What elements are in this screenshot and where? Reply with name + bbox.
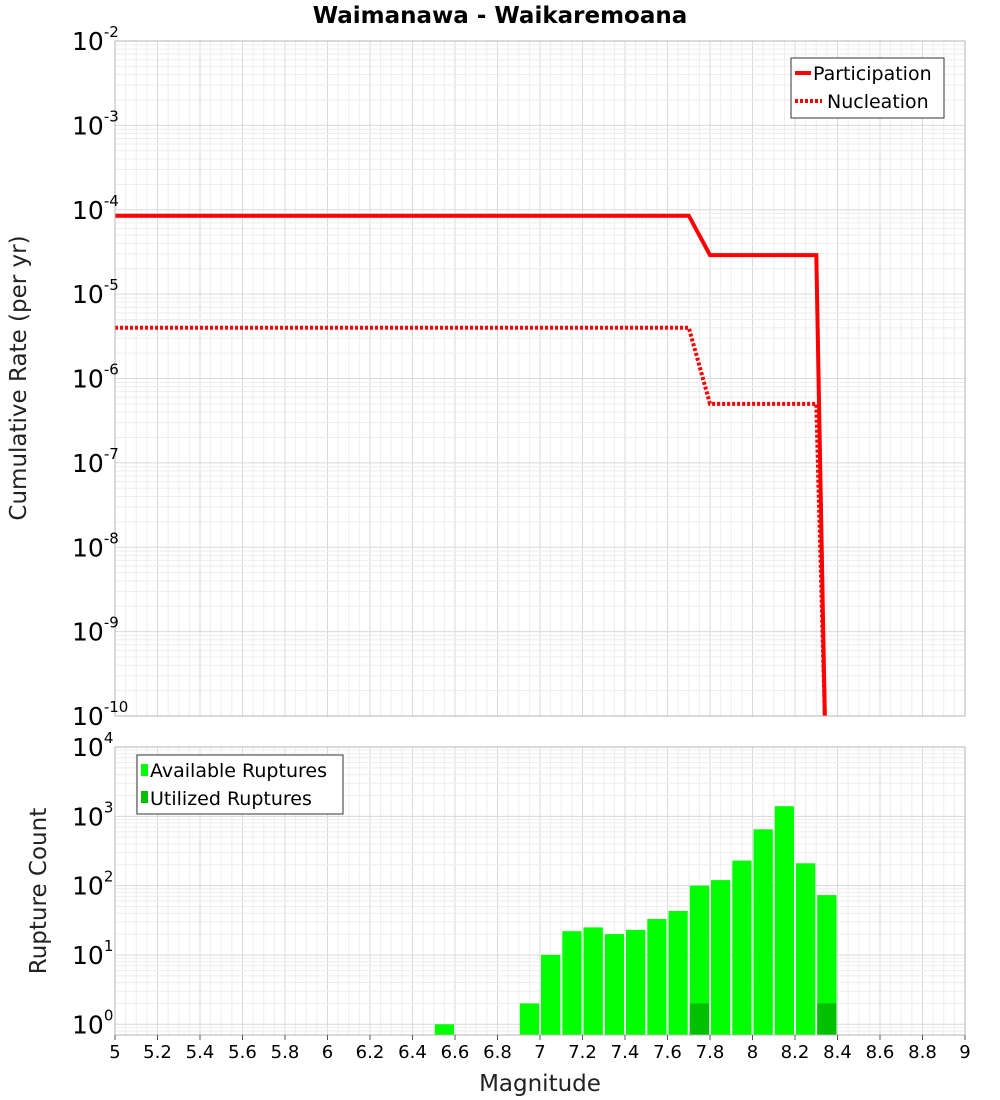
legend-available-swatch: [141, 764, 148, 776]
available-rupture-bar: [753, 829, 773, 1035]
x-tick-label: 5.8: [271, 1042, 300, 1063]
available-rupture-bar: [711, 880, 731, 1035]
series-line-participation: [115, 213, 827, 717]
available-rupture-bar: [562, 931, 582, 1035]
available-rupture-bar: [796, 863, 816, 1035]
x-tick-label: 7: [534, 1042, 545, 1063]
available-rupture-bar: [774, 806, 794, 1035]
x-axis-label: Magnitude: [479, 1071, 601, 1097]
available-rupture-bar: [519, 1003, 540, 1035]
rate-legend-box: [790, 57, 945, 119]
rupture-bars: [434, 806, 837, 1035]
x-tick-label: 8: [747, 1042, 758, 1063]
x-tick-label: 8.2: [781, 1042, 810, 1063]
rate-y-tick-label: 10-8: [72, 529, 119, 562]
rate-panel: 10-10 10-9 10-8 10-7 10-6 10-5 10-4 10-3 10-2 Cu…: [6, 23, 966, 731]
x-tick-label: 7.6: [653, 1042, 682, 1063]
rate-y-tick-label: 10-7: [72, 445, 119, 478]
x-tick-label: 6.4: [398, 1042, 427, 1063]
legend-utilized-swatch: [141, 791, 148, 803]
legend-nucleation-label: Nucleation: [827, 91, 929, 113]
x-tick-label: 8.6: [866, 1042, 895, 1063]
rupture-y-tick-label: 103: [72, 798, 113, 831]
available-rupture-bar: [817, 895, 837, 1035]
x-tick-label: 6: [322, 1042, 333, 1063]
available-rupture-bar: [434, 1024, 454, 1035]
x-tick-label: 6.2: [356, 1042, 385, 1063]
legend-participation-label: Participation: [813, 63, 932, 85]
rate-y-ticks: 10-10 10-9 10-8 10-7 10-6 10-5 10-4 10-3 10-2: [72, 23, 128, 731]
rupture-y-tick-label: 101: [72, 937, 113, 970]
x-tick-label: 5.4: [186, 1042, 215, 1063]
rate-y-tick-label: 10-3: [72, 107, 119, 140]
rate-plot-frame: [114, 40, 966, 717]
available-rupture-bar: [647, 919, 667, 1035]
available-rupture-bar: [668, 911, 688, 1035]
rupture-legend: Available Ruptures Utilized Ruptures: [136, 754, 344, 815]
x-tick-label: 5.6: [228, 1042, 257, 1063]
rate-legend: Participation Nucleation: [790, 57, 945, 119]
x-tick-label: 7.2: [568, 1042, 597, 1063]
x-tick-label: 8.8: [908, 1042, 937, 1063]
available-rupture-bar: [541, 954, 561, 1035]
legend-available-label: Available Ruptures: [150, 760, 327, 782]
available-rupture-bar: [732, 860, 752, 1035]
legend-utilized-label: Utilized Ruptures: [150, 788, 312, 810]
rate-y-tick-label: 10-6: [72, 361, 119, 394]
utilized-rupture-bar: [689, 1003, 710, 1035]
rate-series: [115, 213, 827, 717]
rupture-y-tick-label: 100: [72, 1006, 113, 1039]
chart-title: Waimanawa - Waikaremoana: [313, 3, 688, 29]
rupture-y-tick-label: 104: [72, 729, 113, 762]
x-tick-label: 7.4: [611, 1042, 640, 1063]
rate-y-axis-label: Cumulative Rate (per yr): [6, 235, 32, 520]
available-rupture-bar: [689, 885, 710, 1035]
rupture-y-axis-label: Rupture Count: [26, 808, 52, 974]
series-line-nucleation: [115, 325, 827, 717]
x-tick-label: 8.4: [823, 1042, 852, 1063]
rate-grid: [114, 40, 966, 717]
available-rupture-bar: [626, 929, 646, 1035]
rupture-y-ticks: 100 101 102 103 104: [72, 729, 113, 1039]
rupture-y-tick-label: 102: [72, 868, 113, 901]
x-tick-label: 5.2: [143, 1042, 172, 1063]
available-rupture-bar: [604, 934, 624, 1035]
x-tick-label: 7.8: [696, 1042, 725, 1063]
magnitude-x-ticks: 5 5.2 5.4 5.6 5.8 6 6.2 6.4 6.6 6.8 7 7.2 7.4 7.6 7.8 8…: [109, 1035, 971, 1063]
rate-y-tick-label: 10-5: [72, 276, 119, 309]
available-rupture-bar: [583, 927, 603, 1035]
rupture-panel: 100 101 102 103 104 5 5.2 5.4 5.6 5.8 6 6.2 6.4 6.6 6…: [26, 729, 971, 1097]
rate-y-tick-label: 10-9: [72, 614, 119, 647]
x-tick-label: 9: [959, 1042, 970, 1063]
rupture-legend-box: [136, 754, 344, 815]
x-tick-label: 6.6: [441, 1042, 470, 1063]
utilized-rupture-bar: [817, 1003, 837, 1035]
x-tick-label: 6.8: [483, 1042, 512, 1063]
rate-y-tick-label: 10-4: [72, 192, 119, 225]
rate-y-tick-label: 10-2: [72, 23, 119, 56]
rate-y-tick-label: 10-10: [72, 698, 128, 731]
x-tick-label: 5: [109, 1042, 120, 1063]
